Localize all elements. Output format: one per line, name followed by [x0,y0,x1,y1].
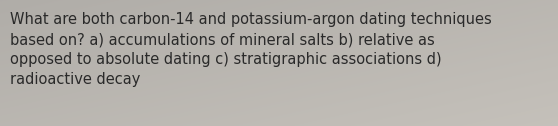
Text: What are both carbon-14 and potassium-argon dating techniques
based on? a) accum: What are both carbon-14 and potassium-ar… [10,12,492,87]
